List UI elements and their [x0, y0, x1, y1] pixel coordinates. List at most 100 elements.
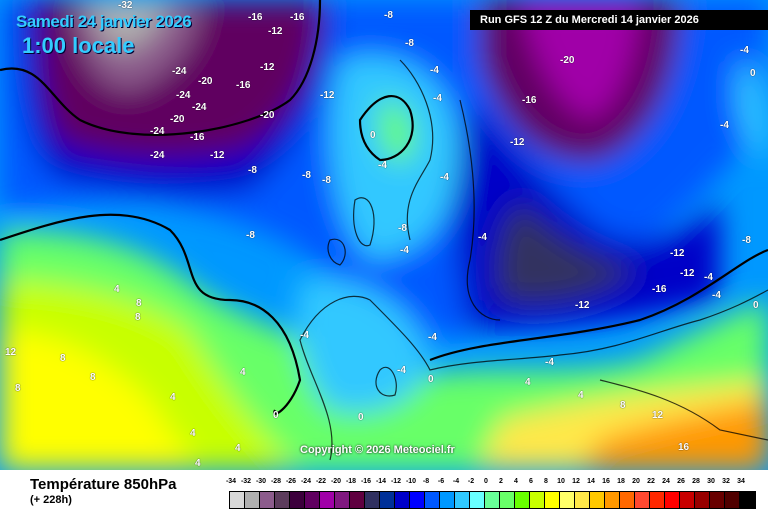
- contour-label: -4: [720, 120, 729, 131]
- contour-label: -4: [478, 232, 487, 243]
- legend-swatch: [545, 492, 560, 508]
- contour-label: -16: [290, 12, 305, 23]
- contour-label: -8: [246, 230, 255, 241]
- legend-label: -16: [360, 478, 372, 485]
- contour-label: 0: [370, 130, 376, 141]
- contour-label: -12: [260, 62, 275, 73]
- legend-label: 26: [677, 478, 685, 485]
- legend-label: 16: [602, 478, 610, 485]
- legend-label: -26: [285, 478, 297, 485]
- contour-label: 4: [525, 377, 531, 388]
- legend-swatch: [410, 492, 425, 508]
- temperature-map: [0, 0, 768, 470]
- legend-swatch: [560, 492, 575, 508]
- contour-label: 8: [90, 372, 96, 383]
- legend-label: -4: [452, 478, 460, 485]
- contour-label: 16: [678, 442, 690, 453]
- legend-swatch: [605, 492, 620, 508]
- contour-label: -8: [384, 10, 393, 21]
- legend-swatch: [695, 492, 710, 508]
- legend-label: 12: [572, 478, 580, 485]
- legend-swatch: [335, 492, 350, 508]
- legend-swatch: [500, 492, 515, 508]
- legend-swatch: [275, 492, 290, 508]
- run-info: Run GFS 12 Z du Mercredi 14 janvier 2026: [470, 10, 768, 30]
- legend-label: 24: [662, 478, 670, 485]
- contour-label: -4: [430, 65, 439, 76]
- legend-label: -24: [300, 478, 312, 485]
- legend-swatch: [425, 492, 440, 508]
- contour-label: -4: [704, 272, 713, 283]
- contour-label: -12: [268, 26, 283, 37]
- color-legend: [229, 491, 756, 509]
- legend-label: 8: [544, 478, 548, 485]
- contour-label: -20: [560, 55, 575, 66]
- legend-swatch: [455, 492, 470, 508]
- contour-label: 8: [15, 383, 21, 394]
- legend-label: -12: [390, 478, 402, 485]
- legend-swatch: [665, 492, 680, 508]
- contour-label: -4: [378, 160, 387, 171]
- legend-label: 4: [514, 478, 518, 485]
- contour-label: 8: [60, 353, 66, 364]
- forecast-step: (+ 228h): [30, 494, 72, 506]
- contour-label: -4: [397, 365, 406, 376]
- legend-label: -34: [225, 478, 237, 485]
- legend-label: 18: [617, 478, 625, 485]
- copyright: Copyright © 2026 Meteociel.fr: [300, 444, 455, 456]
- legend-label: 14: [587, 478, 595, 485]
- contour-label: -8: [302, 170, 311, 181]
- contour-label: -12: [575, 300, 590, 311]
- contour-label: -8: [322, 175, 331, 186]
- contour-label: -16: [190, 132, 205, 143]
- legend-swatch: [740, 492, 755, 508]
- contour-label: 0: [358, 412, 364, 423]
- legend-swatch: [680, 492, 695, 508]
- contour-label: -24: [192, 102, 207, 113]
- contour-label: -12: [320, 90, 335, 101]
- forecast-hour: 1:00 locale: [22, 33, 135, 58]
- legend-label: 6: [529, 478, 533, 485]
- footer: Température 850hPa (+ 228h) -34 -32 -30 -28…: [0, 470, 768, 512]
- legend-label: -14: [375, 478, 387, 485]
- legend-label: 0: [484, 478, 488, 485]
- legend-swatch: [380, 492, 395, 508]
- legend-label: 2: [499, 478, 503, 485]
- legend-label: -18: [345, 478, 357, 485]
- contour-label: 0: [750, 68, 756, 79]
- legend-swatch: [620, 492, 635, 508]
- legend-swatch: [635, 492, 650, 508]
- legend-swatch: [650, 492, 665, 508]
- contour-label: -8: [742, 235, 751, 246]
- contour-label: -8: [248, 165, 257, 176]
- legend-label: -8: [422, 478, 430, 485]
- legend-swatch: [470, 492, 485, 508]
- legend-label: -28: [270, 478, 282, 485]
- contour-label: -24: [172, 66, 187, 77]
- legend-label: -6: [437, 478, 445, 485]
- contour-label: 4: [578, 390, 584, 401]
- legend-swatch: [260, 492, 275, 508]
- contour-label: -4: [740, 45, 749, 56]
- legend-swatch: [290, 492, 305, 508]
- legend-label: -10: [405, 478, 417, 485]
- legend-swatch: [305, 492, 320, 508]
- contour-label: 12: [5, 347, 17, 358]
- contour-label: -8: [405, 38, 414, 49]
- contour-label: -16: [652, 284, 667, 295]
- legend-swatch: [320, 492, 335, 508]
- legend-label: 22: [647, 478, 655, 485]
- legend-label: 28: [692, 478, 700, 485]
- contour-label: -4: [712, 290, 721, 301]
- contour-label: 4: [195, 458, 201, 469]
- legend-swatch: [440, 492, 455, 508]
- contour-label: -12: [510, 137, 525, 148]
- legend-swatch: [230, 492, 245, 508]
- contour-label: -12: [670, 248, 685, 259]
- map-title: Température 850hPa: [30, 476, 177, 493]
- contour-label: -16: [236, 80, 251, 91]
- contour-label: -4: [400, 245, 409, 256]
- legend-swatch: [725, 492, 740, 508]
- contour-label: 0: [428, 374, 434, 385]
- legend-swatch: [515, 492, 530, 508]
